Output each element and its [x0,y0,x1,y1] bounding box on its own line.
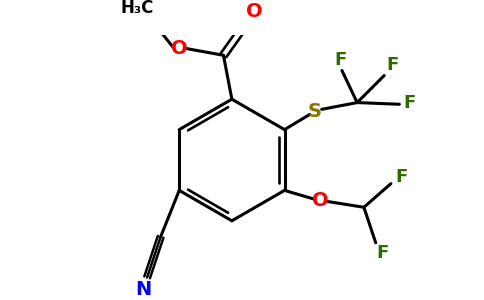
Text: S: S [308,101,322,121]
Text: N: N [136,280,152,299]
Text: O: O [312,191,328,210]
Text: F: F [334,51,347,69]
Text: F: F [377,244,389,262]
Text: H₃C: H₃C [121,0,154,17]
Text: O: O [245,2,262,21]
Text: F: F [386,56,399,74]
Text: F: F [403,94,416,112]
Text: O: O [171,39,188,58]
Text: F: F [395,168,407,186]
